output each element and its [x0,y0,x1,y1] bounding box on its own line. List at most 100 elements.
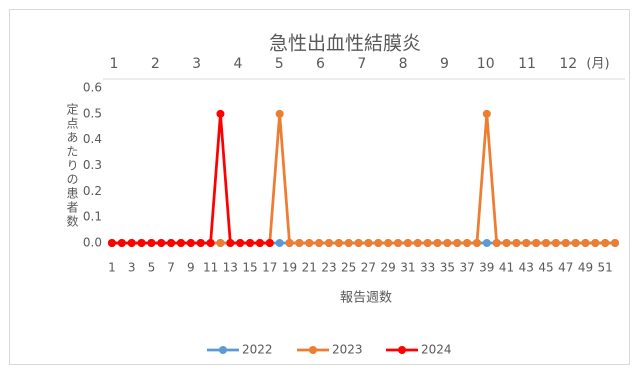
x-tick-label: 9 [187,261,195,275]
data-point [611,239,620,247]
y-axis-label: 定点あたりの患者数 [65,102,79,229]
month-label: 3 [192,56,201,72]
legend-label: 2024 [421,343,452,357]
x-tick-label: 35 [440,261,455,275]
data-point [403,239,412,247]
data-point [433,239,442,247]
data-point [186,239,195,247]
x-tick-label: 45 [538,261,553,275]
data-point [591,239,600,247]
y-tick-label: 0.6 [83,81,102,95]
data-point [157,239,166,247]
data-point [167,239,176,247]
data-point [246,239,255,247]
data-point [147,239,156,247]
y-tick-label: 0.0 [83,236,102,250]
data-point [226,239,235,247]
x-axis-label: 報告週数 [340,291,392,306]
legend-marker [219,346,227,354]
data-point [532,239,541,247]
data-point [364,239,373,247]
data-point [394,239,403,247]
data-point [542,239,551,247]
data-point [265,239,274,247]
data-point [482,239,491,247]
month-label: 1 [110,56,119,72]
data-point [413,239,422,247]
month-label: 8 [399,56,408,72]
legend-marker [398,346,406,354]
data-point [581,239,590,247]
data-point [522,239,531,247]
x-tick-label: 41 [499,261,514,275]
x-tick-label: 25 [341,261,356,275]
data-point [176,239,185,247]
x-tick-label: 17 [262,261,277,275]
data-point [236,239,245,247]
data-point [334,239,343,247]
month-label: 4 [233,56,242,72]
x-tick-label: 27 [361,261,376,275]
data-point [453,239,462,247]
x-tick-label: 47 [558,261,573,275]
x-tick-label: 23 [321,261,336,275]
data-point [384,239,393,247]
data-point [285,239,294,247]
data-point [492,239,501,247]
x-tick-label: 15 [242,261,257,275]
data-point [107,239,116,247]
x-tick-label: 31 [400,261,415,275]
data-point [216,109,225,118]
data-point [374,239,383,247]
x-tick-label: 39 [479,261,494,275]
data-point [206,239,215,247]
x-tick-label: 49 [578,261,593,275]
x-tick-label: 5 [148,261,156,275]
data-point [324,239,333,247]
data-point [472,239,481,247]
legend-marker [309,346,317,354]
data-point [354,239,363,247]
data-point [315,239,324,247]
y-tick-label: 0.2 [83,184,102,198]
month-label: 7 [357,56,366,72]
month-label: 5 [275,56,284,72]
data-point [423,239,432,247]
data-point [295,239,304,247]
y-tick-label: 0.5 [83,106,102,120]
month-label: 11 [518,56,536,72]
x-tick-label: 11 [203,261,218,275]
data-point [117,239,126,247]
x-tick-label: 19 [282,261,297,275]
y-tick-label: 0.3 [83,158,102,172]
x-tick-label: 1 [108,261,116,275]
x-tick-label: 37 [459,261,474,275]
data-point [275,239,284,247]
data-point [344,239,353,247]
month-label: 12 [559,56,577,72]
data-point [137,239,146,247]
month-label: 9 [440,56,449,72]
x-tick-label: 51 [598,261,613,275]
x-tick-label: 21 [302,261,317,275]
x-tick-label: 7 [167,261,175,275]
x-tick-label: 13 [223,261,238,275]
data-point [275,109,284,118]
data-point [551,239,560,247]
data-point [216,239,225,247]
data-point [502,239,511,247]
x-tick-label: 43 [519,261,534,275]
month-label: 2 [151,56,160,72]
legend-label: 2023 [332,343,363,357]
x-tick-label: 33 [420,261,435,275]
data-point [571,239,580,247]
data-point [561,239,570,247]
data-point [482,109,491,118]
legend-label: 2022 [242,343,273,357]
data-point [255,239,264,247]
data-point [127,239,136,247]
data-point [196,239,205,247]
data-point [463,239,472,247]
month-label: 6 [316,56,325,72]
